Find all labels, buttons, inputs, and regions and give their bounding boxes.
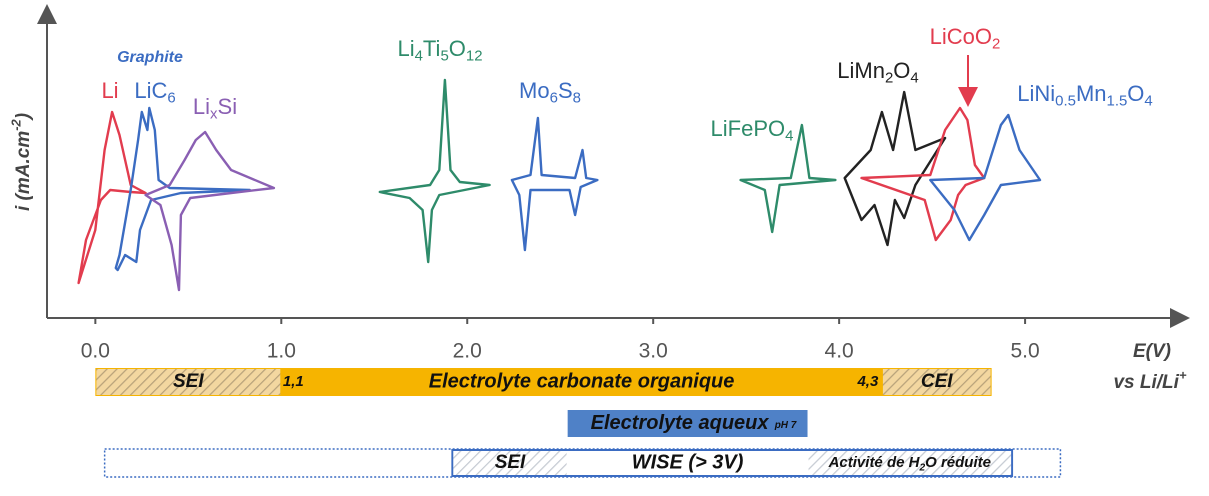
- limit-label: 4,3: [856, 373, 879, 390]
- hatch: [96, 369, 281, 395]
- text-part: S: [558, 78, 573, 103]
- series-label: Li4Ti5O12: [397, 36, 482, 65]
- text-part: LiMn: [837, 58, 885, 83]
- text-part: Si: [218, 94, 238, 119]
- cv-curve: [144, 130, 276, 292]
- text-part: 6: [167, 90, 175, 107]
- text-part: +: [1179, 368, 1187, 383]
- text-part: LiNi: [1017, 81, 1055, 106]
- band-label: Electrolyte aqueux: [591, 412, 770, 434]
- text-part: 2: [918, 462, 925, 473]
- hatch: [882, 369, 991, 395]
- text-part: 2: [885, 70, 893, 87]
- x-tick-label: 3.0: [639, 340, 668, 363]
- text-part: i (mA.cm: [13, 131, 34, 211]
- text-part: O: [893, 58, 910, 83]
- cv-curve: [739, 123, 837, 234]
- text-part: O: [1127, 81, 1144, 106]
- text-part: 4: [415, 48, 423, 65]
- text-part: LiCoO: [930, 24, 992, 49]
- x-tick-label: 4.0: [825, 340, 854, 363]
- band-label: WISE (> 3V): [632, 451, 744, 473]
- text-part: Li: [397, 36, 414, 61]
- text-part: Li: [193, 94, 210, 119]
- series-label: LiCoO2: [930, 24, 1001, 53]
- text-part: SEI: [495, 452, 526, 473]
- text-part: Ti: [423, 36, 441, 61]
- series-label: LixSi: [193, 94, 237, 123]
- x-tick-label: 0.0: [81, 340, 110, 363]
- annotation: Graphite: [117, 49, 183, 66]
- y-axis-label: i (mA.cm-2): [9, 113, 34, 211]
- text-part: Mo: [519, 78, 550, 103]
- text-part: x: [210, 106, 218, 123]
- band-note: pH 7: [774, 420, 797, 431]
- hatch: [808, 451, 1012, 475]
- x-tick-label: 1.0: [267, 340, 296, 363]
- series-label: LiNi0.5Mn1.5O4: [1017, 81, 1153, 110]
- hatch-label: SEI: [173, 371, 204, 392]
- text-part: -2: [9, 118, 24, 130]
- cv-curve: [77, 110, 147, 285]
- x-tick-label: 2.0: [453, 340, 482, 363]
- text-part: LiC: [134, 78, 167, 103]
- x-axis-label: E(V): [1133, 341, 1171, 362]
- text-part: CEI: [921, 371, 953, 392]
- hatch-label: CEI: [921, 371, 953, 392]
- text-part: Mn: [1076, 81, 1107, 106]
- x-tick-label: 5.0: [1010, 340, 1039, 363]
- hatch-label: Activité de H2O réduite: [828, 454, 991, 473]
- cv-curve: [843, 90, 947, 247]
- series-label: LiFePO4: [711, 116, 794, 145]
- text-part: LiFePO: [711, 116, 786, 141]
- hatch-label: SEI: [495, 452, 526, 473]
- cv-curve: [510, 116, 599, 252]
- text-part: SEI: [173, 371, 204, 392]
- x-axis-sublabel: vs Li/Li+: [1113, 368, 1186, 393]
- text-part: 2: [992, 36, 1000, 53]
- cv-curve: [929, 113, 1042, 242]
- series-label: LiC6: [134, 78, 175, 107]
- series-label: Mo6S8: [519, 78, 581, 107]
- cv-curve: [114, 106, 251, 272]
- text-part: 12: [466, 48, 483, 65]
- text-part: 8: [573, 90, 581, 107]
- text-part: Li: [101, 78, 118, 103]
- series-label: Li: [101, 78, 118, 103]
- text-part: Activité de H: [828, 454, 921, 471]
- text-part: vs Li/Li: [1113, 372, 1179, 393]
- text-part: 4: [910, 70, 918, 87]
- limit-label: 1,1: [283, 373, 304, 390]
- text-part: ): [13, 113, 34, 121]
- text-part: 1.5: [1107, 93, 1128, 110]
- text-part: 6: [550, 90, 558, 107]
- band-label: Electrolyte carbonate organique: [429, 370, 735, 392]
- band: [567, 410, 808, 437]
- text-part: O réduite: [925, 454, 991, 471]
- series-label: LiMn2O4: [837, 58, 918, 87]
- text-part: 4: [1144, 93, 1152, 110]
- text-part: 5: [440, 48, 448, 65]
- cv-curve: [378, 78, 491, 264]
- text-part: O: [449, 36, 466, 61]
- text-part: 4: [785, 128, 793, 145]
- hatch: [453, 451, 567, 475]
- text-part: 0.5: [1055, 93, 1076, 110]
